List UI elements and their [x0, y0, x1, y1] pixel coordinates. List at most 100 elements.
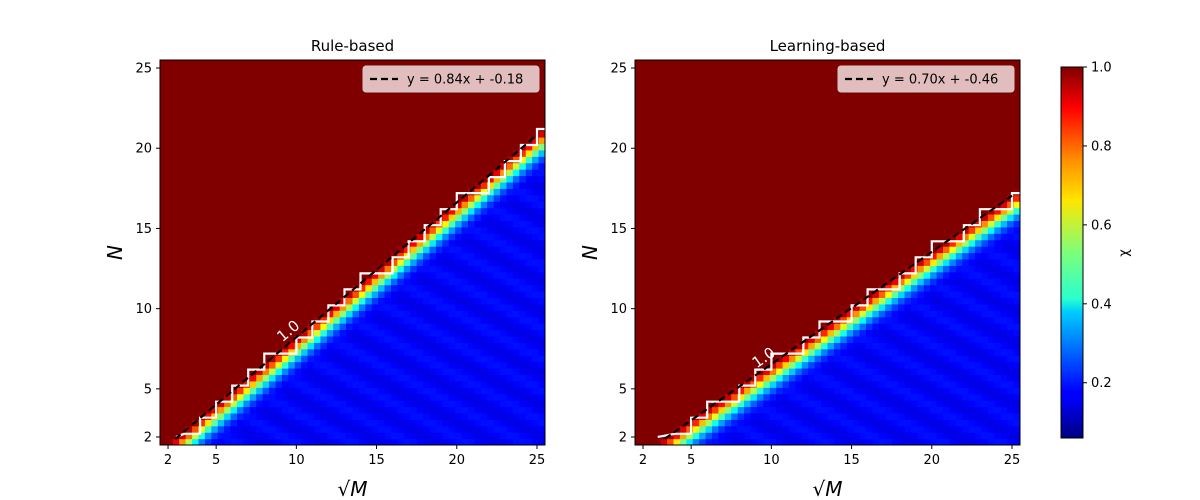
heatmap-cell — [314, 85, 322, 93]
heatmap-cell — [525, 355, 533, 363]
heatmap-cell — [423, 156, 431, 164]
heatmap-cell — [532, 181, 540, 189]
heatmap-cell — [532, 265, 540, 273]
heatmap-cell — [281, 303, 289, 311]
heatmap-cell — [744, 233, 752, 241]
heatmap-cell — [705, 137, 713, 145]
heatmap-cell — [641, 252, 649, 260]
heatmap-cell — [237, 335, 245, 343]
heatmap-cell — [314, 156, 322, 164]
heatmap-cell — [262, 214, 270, 222]
heatmap-cell — [378, 368, 386, 376]
heatmap-cell — [538, 335, 545, 343]
heatmap-cell — [525, 303, 533, 311]
heatmap-cell — [249, 425, 257, 433]
heatmap-cell — [275, 162, 283, 170]
heatmap-cell — [519, 226, 527, 234]
heatmap-cell — [667, 149, 675, 157]
heatmap-cell — [667, 104, 675, 112]
heatmap-cell — [403, 432, 411, 440]
heatmap-cell — [763, 335, 771, 343]
heatmap-cell — [224, 92, 232, 100]
heatmap-cell — [532, 258, 540, 266]
heatmap-cell — [326, 432, 334, 440]
heatmap-cell — [737, 412, 745, 420]
heatmap-cell — [635, 130, 643, 138]
heatmap-cell — [179, 175, 187, 183]
heatmap-cell — [384, 92, 392, 100]
heatmap-cell — [538, 425, 545, 433]
heatmap-cell — [160, 303, 168, 311]
heatmap-cell — [487, 104, 495, 112]
heatmap-cell — [172, 169, 180, 177]
heatmap-cell — [307, 130, 315, 138]
heatmap-cell — [339, 143, 347, 151]
heatmap-cell — [712, 355, 720, 363]
heatmap-cell — [769, 278, 777, 286]
heatmap-cell — [487, 284, 495, 292]
heatmap-cell — [288, 348, 296, 356]
heatmap-cell — [403, 265, 411, 273]
heatmap-cell — [448, 252, 456, 260]
heatmap-cell — [256, 130, 264, 138]
heatmap-cell — [705, 368, 713, 376]
heatmap-cell — [468, 374, 476, 382]
heatmap-cell — [397, 438, 405, 445]
heatmap-cell — [686, 239, 694, 247]
heatmap-cell — [686, 297, 694, 305]
heatmap-cell — [423, 233, 431, 241]
heatmap-cell — [326, 438, 334, 445]
heatmap-cell — [371, 374, 379, 382]
heatmap-cell — [185, 278, 193, 286]
heatmap-cell — [756, 425, 764, 433]
heatmap-cell — [641, 310, 649, 318]
heatmap-cell — [307, 220, 315, 228]
heatmap-cell — [763, 201, 771, 209]
heatmap-cell — [224, 111, 232, 119]
heatmap-cell — [776, 374, 784, 382]
heatmap-cell — [455, 246, 463, 254]
heatmap-cell — [699, 246, 707, 254]
heatmap-cell — [192, 181, 200, 189]
heatmap-cell — [776, 368, 784, 376]
heatmap-cell — [468, 419, 476, 427]
heatmap-cell — [166, 438, 174, 445]
heatmap-cell — [660, 169, 668, 177]
heatmap-cell — [378, 143, 386, 151]
heatmap-cell — [166, 117, 174, 125]
heatmap-cell — [667, 419, 675, 427]
heatmap-cell — [204, 342, 212, 350]
heatmap-cell — [737, 252, 745, 260]
heatmap-cell — [371, 348, 379, 356]
heatmap-cell — [756, 201, 764, 209]
heatmap-cell — [294, 104, 302, 112]
heatmap-cell — [185, 162, 193, 170]
heatmap-cell — [635, 258, 643, 266]
heatmap-cell — [686, 271, 694, 279]
heatmap-cell — [391, 220, 399, 228]
heatmap-cell — [435, 169, 443, 177]
heatmap-cell — [160, 149, 168, 157]
heatmap-cell — [493, 329, 501, 337]
heatmap-cell — [647, 60, 655, 68]
heatmap-cell — [185, 92, 193, 100]
heatmap-cell — [288, 252, 296, 260]
heatmap-cell — [480, 214, 488, 222]
heatmap-cell — [429, 111, 437, 119]
heatmap-cell — [487, 412, 495, 420]
heatmap-cell — [281, 226, 289, 234]
heatmap-cell — [172, 79, 180, 87]
heatmap-cell — [237, 137, 245, 145]
heatmap-cell — [166, 130, 174, 138]
heatmap-cell — [224, 214, 232, 222]
heatmap-cell — [667, 258, 675, 266]
heatmap-cell — [712, 226, 720, 234]
heatmap-cell — [192, 124, 200, 132]
heatmap-cell — [307, 368, 315, 376]
heatmap-cell — [307, 72, 315, 80]
heatmap-cell — [468, 169, 476, 177]
heatmap-cell — [718, 214, 726, 222]
heatmap-cell — [262, 291, 270, 299]
heatmap-cell — [198, 329, 206, 337]
heatmap-cell — [365, 310, 373, 318]
